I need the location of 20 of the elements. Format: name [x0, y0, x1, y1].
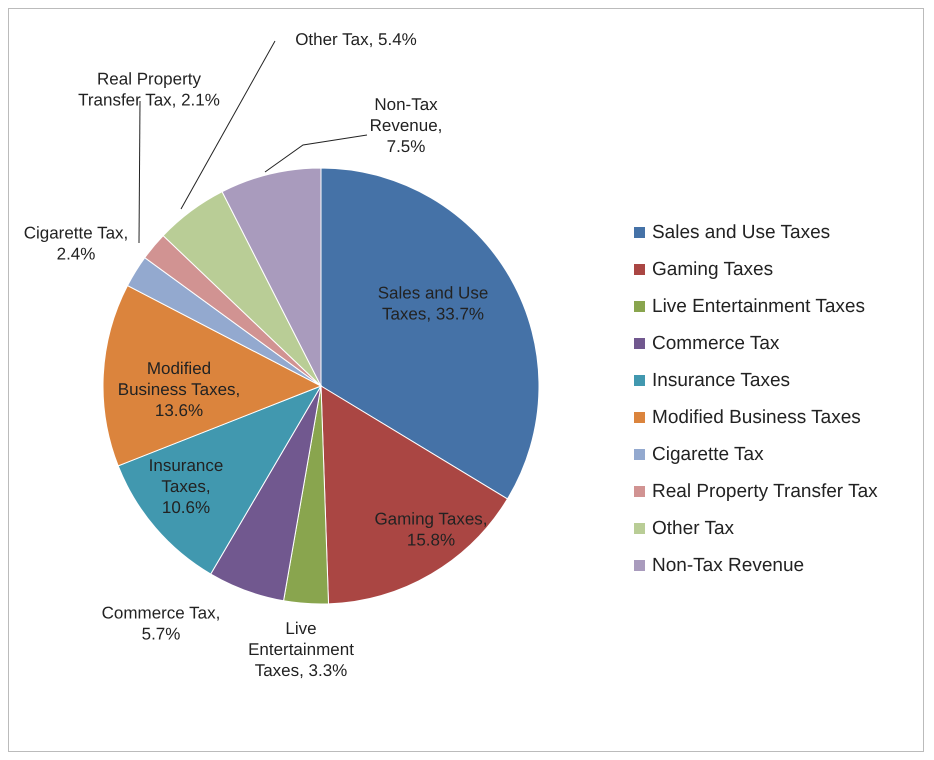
data-label: Cigarette Tax, 2.4%	[24, 223, 128, 263]
legend-label: Modified Business Taxes	[652, 406, 861, 428]
data-label: Commerce Tax, 5.7%	[102, 603, 220, 643]
legend-label: Insurance Taxes	[652, 370, 790, 392]
data-label: Sales and Use Taxes, 33.7%	[378, 283, 488, 323]
legend-label: Real Property Transfer Tax	[652, 480, 878, 502]
data-label: Live Entertainment Taxes, 3.3%	[248, 618, 354, 680]
data-label: Other Tax, 5.4%	[295, 30, 417, 48]
legend-label: Non-Tax Revenue	[652, 554, 804, 576]
legend-label: Cigarette Tax	[652, 444, 764, 466]
legend-label: Commerce Tax	[652, 332, 780, 354]
legend-label: Sales and Use Taxes	[652, 222, 830, 244]
data-label: Gaming Taxes, 15.8%	[374, 509, 488, 549]
legend-label: Gaming Taxes	[652, 258, 774, 280]
legend-label: Other Tax	[652, 518, 734, 540]
data-label: Modified Business Taxes, 13.6%	[118, 358, 240, 420]
data-label: Non-Tax Revenue, 7.5%	[370, 94, 442, 156]
legend-label: Live Entertainment Taxes	[652, 296, 865, 318]
data-label: Insurance Taxes, 10.6%	[148, 456, 224, 516]
data-label: Real Property Transfer Tax, 2.1%	[78, 69, 220, 109]
